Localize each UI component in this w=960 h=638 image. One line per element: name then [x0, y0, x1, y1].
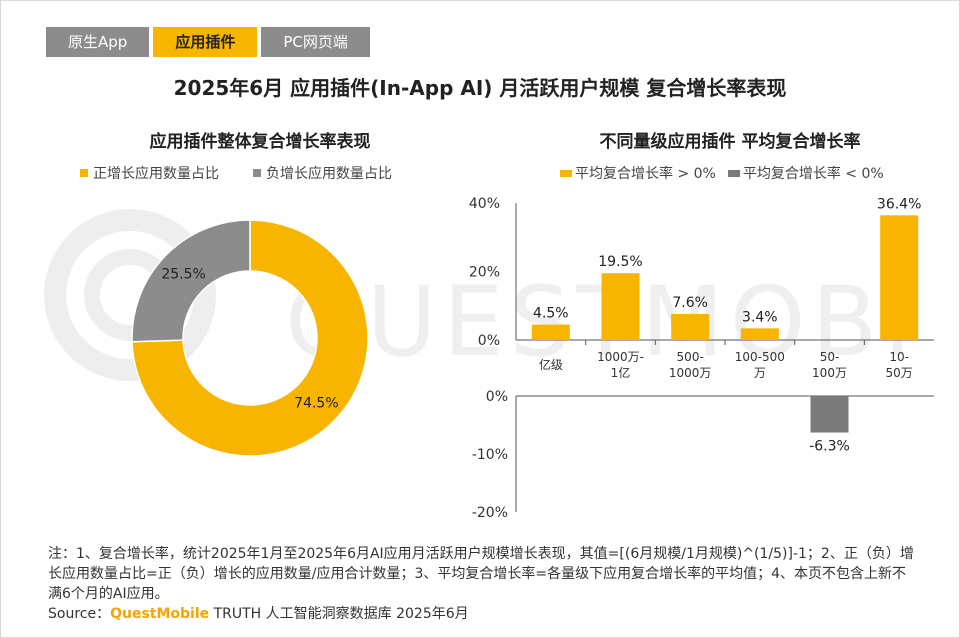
- legend-label-positive-bar: 平均复合增长率 > 0%: [575, 166, 716, 182]
- source-suffix: TRUTH 人工智能洞察数据库 2025年6月: [209, 606, 469, 622]
- donut-chart-title: 应用插件整体复合增长率表现: [149, 132, 371, 152]
- donut-slice-1: [131, 219, 251, 343]
- bar-chart: 40% 20% 0% 0% -10% -20% 亿级 1000万-1亿 500- 1000万 100…: [469, 196, 934, 521]
- positive-bar: [671, 313, 710, 340]
- donut-slice-label-0: 74.5%: [294, 395, 338, 411]
- x-tick-label: 1000万-: [597, 350, 644, 364]
- lower-y-tick-label: -10%: [472, 447, 508, 463]
- donut-slice-label-1: 25.5%: [161, 267, 205, 283]
- x-tick-label: 1000万: [669, 366, 712, 380]
- legend-label-positive: 正增长应用数量占比: [93, 166, 219, 182]
- x-tick-label: 50万: [886, 366, 913, 380]
- tab-bar: 原生App 应用插件 PC网页端: [46, 27, 370, 57]
- footnote: 注：1、复合增长率，统计2025年1月至2025年6月AI应用月活跃用户规模增长…: [48, 546, 914, 602]
- tab-app-plugin[interactable]: 应用插件: [153, 27, 258, 57]
- tab-pc-web[interactable]: PC网页端: [261, 27, 370, 57]
- page-title: 2025年6月 应用插件(In-App AI) 月活跃用户规模 复合增长率表现: [173, 76, 787, 100]
- positive-bar: [740, 328, 779, 340]
- positive-bar-label: 36.4%: [877, 196, 921, 212]
- positive-bar: [880, 215, 919, 340]
- positive-bar-label: 19.5%: [598, 254, 642, 270]
- legend-swatch-negative: [253, 169, 261, 177]
- donut-chart: 74.5% 25.5%: [131, 219, 369, 457]
- positive-bar-label: 3.4%: [742, 309, 778, 325]
- x-tick-label: 50-: [820, 350, 840, 364]
- x-tick-label: 1亿: [611, 365, 631, 380]
- legend-swatch-negative-bar: [727, 169, 740, 177]
- positive-bar: [601, 273, 640, 340]
- legend-swatch-positive: [80, 169, 88, 177]
- legend-swatch-positive-bar: [560, 169, 572, 177]
- upper-y-tick-label: 0%: [478, 333, 500, 349]
- negative-bar-label: -6.3%: [809, 439, 850, 455]
- upper-y-tick-label: 20%: [469, 265, 500, 281]
- x-tick-label: 万: [754, 366, 766, 380]
- bar-legend: 平均复合增长率 > 0% 平均复合增长率 < 0%: [560, 163, 884, 183]
- x-tick-label: 500-: [677, 350, 704, 364]
- tab-native-app[interactable]: 原生App: [46, 27, 150, 57]
- x-tick-label: 100-500: [735, 350, 785, 364]
- x-tick-label: 亿级: [539, 357, 563, 372]
- source-brand: QuestMobile: [110, 606, 210, 622]
- donut-legend: 正增长应用数量占比 负增长应用数量占比: [80, 163, 392, 183]
- legend-label-negative-bar: 平均复合增长率 < 0%: [742, 166, 884, 182]
- source-line: Source：QuestMobile TRUTH 人工智能洞察数据库 2025年…: [48, 603, 469, 623]
- lower-y-tick-label: 0%: [486, 389, 508, 405]
- positive-bar-label: 7.6%: [672, 295, 708, 311]
- bar-chart-title: 不同量级应用插件 平均复合增长率: [599, 132, 861, 152]
- source-prefix: Source：: [48, 606, 111, 622]
- negative-bar: [810, 396, 849, 433]
- donut-slice-0: [131, 219, 369, 457]
- positive-bar-label: 4.5%: [533, 306, 569, 322]
- positive-bar: [531, 324, 570, 340]
- lower-y-tick-label: -20%: [472, 505, 508, 521]
- upper-y-tick-label: 40%: [469, 196, 500, 212]
- x-tick-label: 100万: [812, 366, 847, 380]
- legend-label-negative: 负增长应用数量占比: [266, 166, 392, 182]
- x-tick-label: 10-: [889, 350, 909, 364]
